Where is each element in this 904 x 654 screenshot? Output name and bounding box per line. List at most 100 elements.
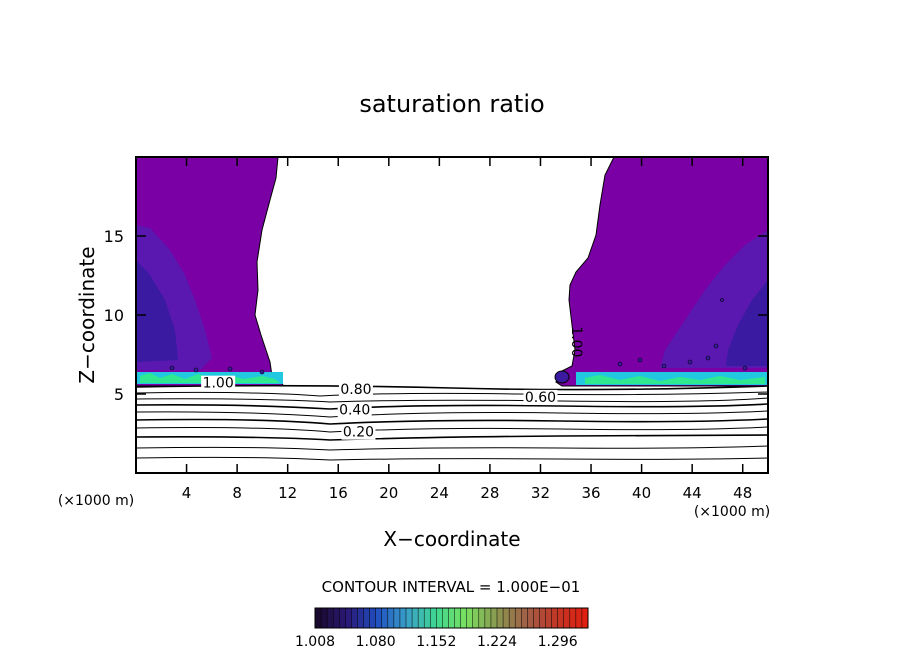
contour-label: 0.40 <box>339 403 370 419</box>
colorbar-swatch <box>387 608 395 628</box>
colorbar-swatch <box>448 608 456 628</box>
x-tick-label: 28 <box>480 484 499 502</box>
colorbar-swatch <box>527 608 534 628</box>
colorbar-swatch <box>424 608 431 628</box>
contour-line <box>135 391 769 397</box>
y-tick-label: 15 <box>104 227 124 246</box>
contour-label-bg <box>201 375 236 391</box>
colorbar-swatch <box>478 608 486 628</box>
colorbar-swatch <box>406 608 413 628</box>
contour-label: 1.00 <box>203 376 234 392</box>
colorbar-swatch <box>418 608 425 628</box>
colorbar-swatch <box>484 608 492 628</box>
colorbar-swatch <box>551 608 559 628</box>
colorbar-swatch <box>460 608 468 628</box>
x-tick-label: 16 <box>329 484 348 502</box>
supersat-deeper-right <box>726 280 768 366</box>
colorbar-swatch <box>563 608 571 628</box>
colorbar-swatch <box>490 608 498 628</box>
x-tick-label: 40 <box>632 484 651 502</box>
contour-line <box>135 434 769 441</box>
plot-area: 1.00 0.80 0.40 0.20 0.60 1.00 <box>135 156 769 474</box>
colorbar-tick-label: 1.152 <box>416 634 456 650</box>
colorbar-swatch <box>503 608 510 628</box>
colorbar-swatch <box>509 608 516 628</box>
supersat-deeper-left <box>136 260 178 362</box>
colorbar-swatch <box>575 608 583 628</box>
colorbar-swatch <box>569 608 577 628</box>
contour-label-bg <box>523 389 558 405</box>
cloud-base-speckles <box>169 298 748 375</box>
colorbar-swatch <box>315 608 322 628</box>
contour-label: 0.20 <box>343 425 374 441</box>
x-tick-label: 48 <box>733 484 752 502</box>
colorbar-frame <box>314 607 589 629</box>
y-tick-label: 10 <box>104 306 124 325</box>
colorbar-swatch <box>399 608 407 628</box>
colorbar-swatch <box>345 608 352 628</box>
colorbar-swatch <box>357 608 365 628</box>
x-unit-left: (×1000 m) <box>58 493 134 509</box>
colorbar-swatch <box>557 608 565 628</box>
colorbar-swatch <box>545 608 553 628</box>
contour-line <box>135 445 769 451</box>
contour-line <box>135 410 769 418</box>
x-tick-label: 20 <box>379 484 398 502</box>
x-tick-label: 36 <box>581 484 600 502</box>
contour-label: 1.00 <box>568 326 584 357</box>
colorbar-swatch <box>375 608 383 628</box>
colorbar-swatch <box>515 608 522 628</box>
y-tick-label: 5 <box>114 385 124 404</box>
contour-label: 0.60 <box>525 390 556 406</box>
x-axis: 4 8 12 16 20 24 28 32 36 40 44 48 <box>182 157 752 502</box>
colorbar-swatch <box>363 608 371 628</box>
contour-label-bg <box>341 424 376 440</box>
colorbar-swatch <box>321 608 328 628</box>
contour-label-bg <box>338 382 373 397</box>
colorbar: 1.008 1.080 1.152 1.224 1.296 <box>295 607 589 650</box>
x-tick-label: 8 <box>232 484 242 502</box>
x-axis-label: X−coordinate <box>383 527 520 551</box>
contour-label: 0.80 <box>340 382 371 398</box>
colorbar-swatch <box>393 608 401 628</box>
x-tick-label: 44 <box>683 484 702 502</box>
y-axis: 5 10 15 <box>104 227 768 404</box>
colorbar-swatch <box>454 608 462 628</box>
contour-line <box>135 397 769 403</box>
colorbar-swatch <box>521 608 528 628</box>
x-tick-label: 12 <box>278 484 297 502</box>
colorbar-swatch <box>327 608 334 628</box>
colorbar-tick-label: 1.008 <box>295 634 335 650</box>
colorbar-swatch <box>466 608 474 628</box>
colorbar-swatch <box>369 608 377 628</box>
colorbar-ticks: 1.008 1.080 1.152 1.224 1.296 <box>295 634 578 650</box>
contour-line <box>135 426 769 433</box>
contour-interval-text: CONTOUR INTERVAL = 1.000E−01 <box>322 578 581 596</box>
contour-lines <box>135 384 769 461</box>
colorbar-swatch <box>533 608 540 628</box>
contour-line <box>135 418 769 425</box>
colorbar-swatch <box>436 608 443 628</box>
colorbar-swatches <box>314 608 589 628</box>
colorbar-swatch <box>339 608 346 628</box>
x-tick-label: 32 <box>531 484 550 502</box>
colorbar-swatch <box>351 608 358 628</box>
colorbar-swatch <box>497 608 504 628</box>
x-unit-right: (×1000 m) <box>694 504 770 520</box>
x-tick-label: 24 <box>430 484 449 502</box>
chart-title: saturation ratio <box>359 90 544 118</box>
contour-label-bg <box>337 402 372 418</box>
x-tick-label: 4 <box>182 484 192 502</box>
colorbar-swatch <box>412 608 419 628</box>
contour-line <box>135 384 769 391</box>
cloud-base-right-green <box>585 375 765 384</box>
contour-line <box>135 456 769 461</box>
colorbar-tick-label: 1.224 <box>477 634 517 650</box>
colorbar-swatch <box>472 608 480 628</box>
colorbar-swatch <box>442 608 449 628</box>
colorbar-swatch <box>539 608 547 628</box>
colorbar-tick-label: 1.296 <box>538 634 578 650</box>
colorbar-tick-label: 1.080 <box>356 634 396 650</box>
contour-labels: 1.00 0.80 0.40 0.20 0.60 1.00 <box>201 326 584 441</box>
